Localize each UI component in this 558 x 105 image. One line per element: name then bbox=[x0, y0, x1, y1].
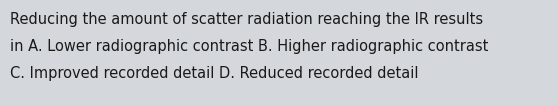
Text: Reducing the amount of scatter radiation reaching the IR results: Reducing the amount of scatter radiation… bbox=[10, 12, 483, 27]
Text: C. Improved recorded detail D. Reduced recorded detail: C. Improved recorded detail D. Reduced r… bbox=[10, 66, 418, 81]
Text: in A. Lower radiographic contrast B. Higher radiographic contrast: in A. Lower radiographic contrast B. Hig… bbox=[10, 39, 488, 54]
